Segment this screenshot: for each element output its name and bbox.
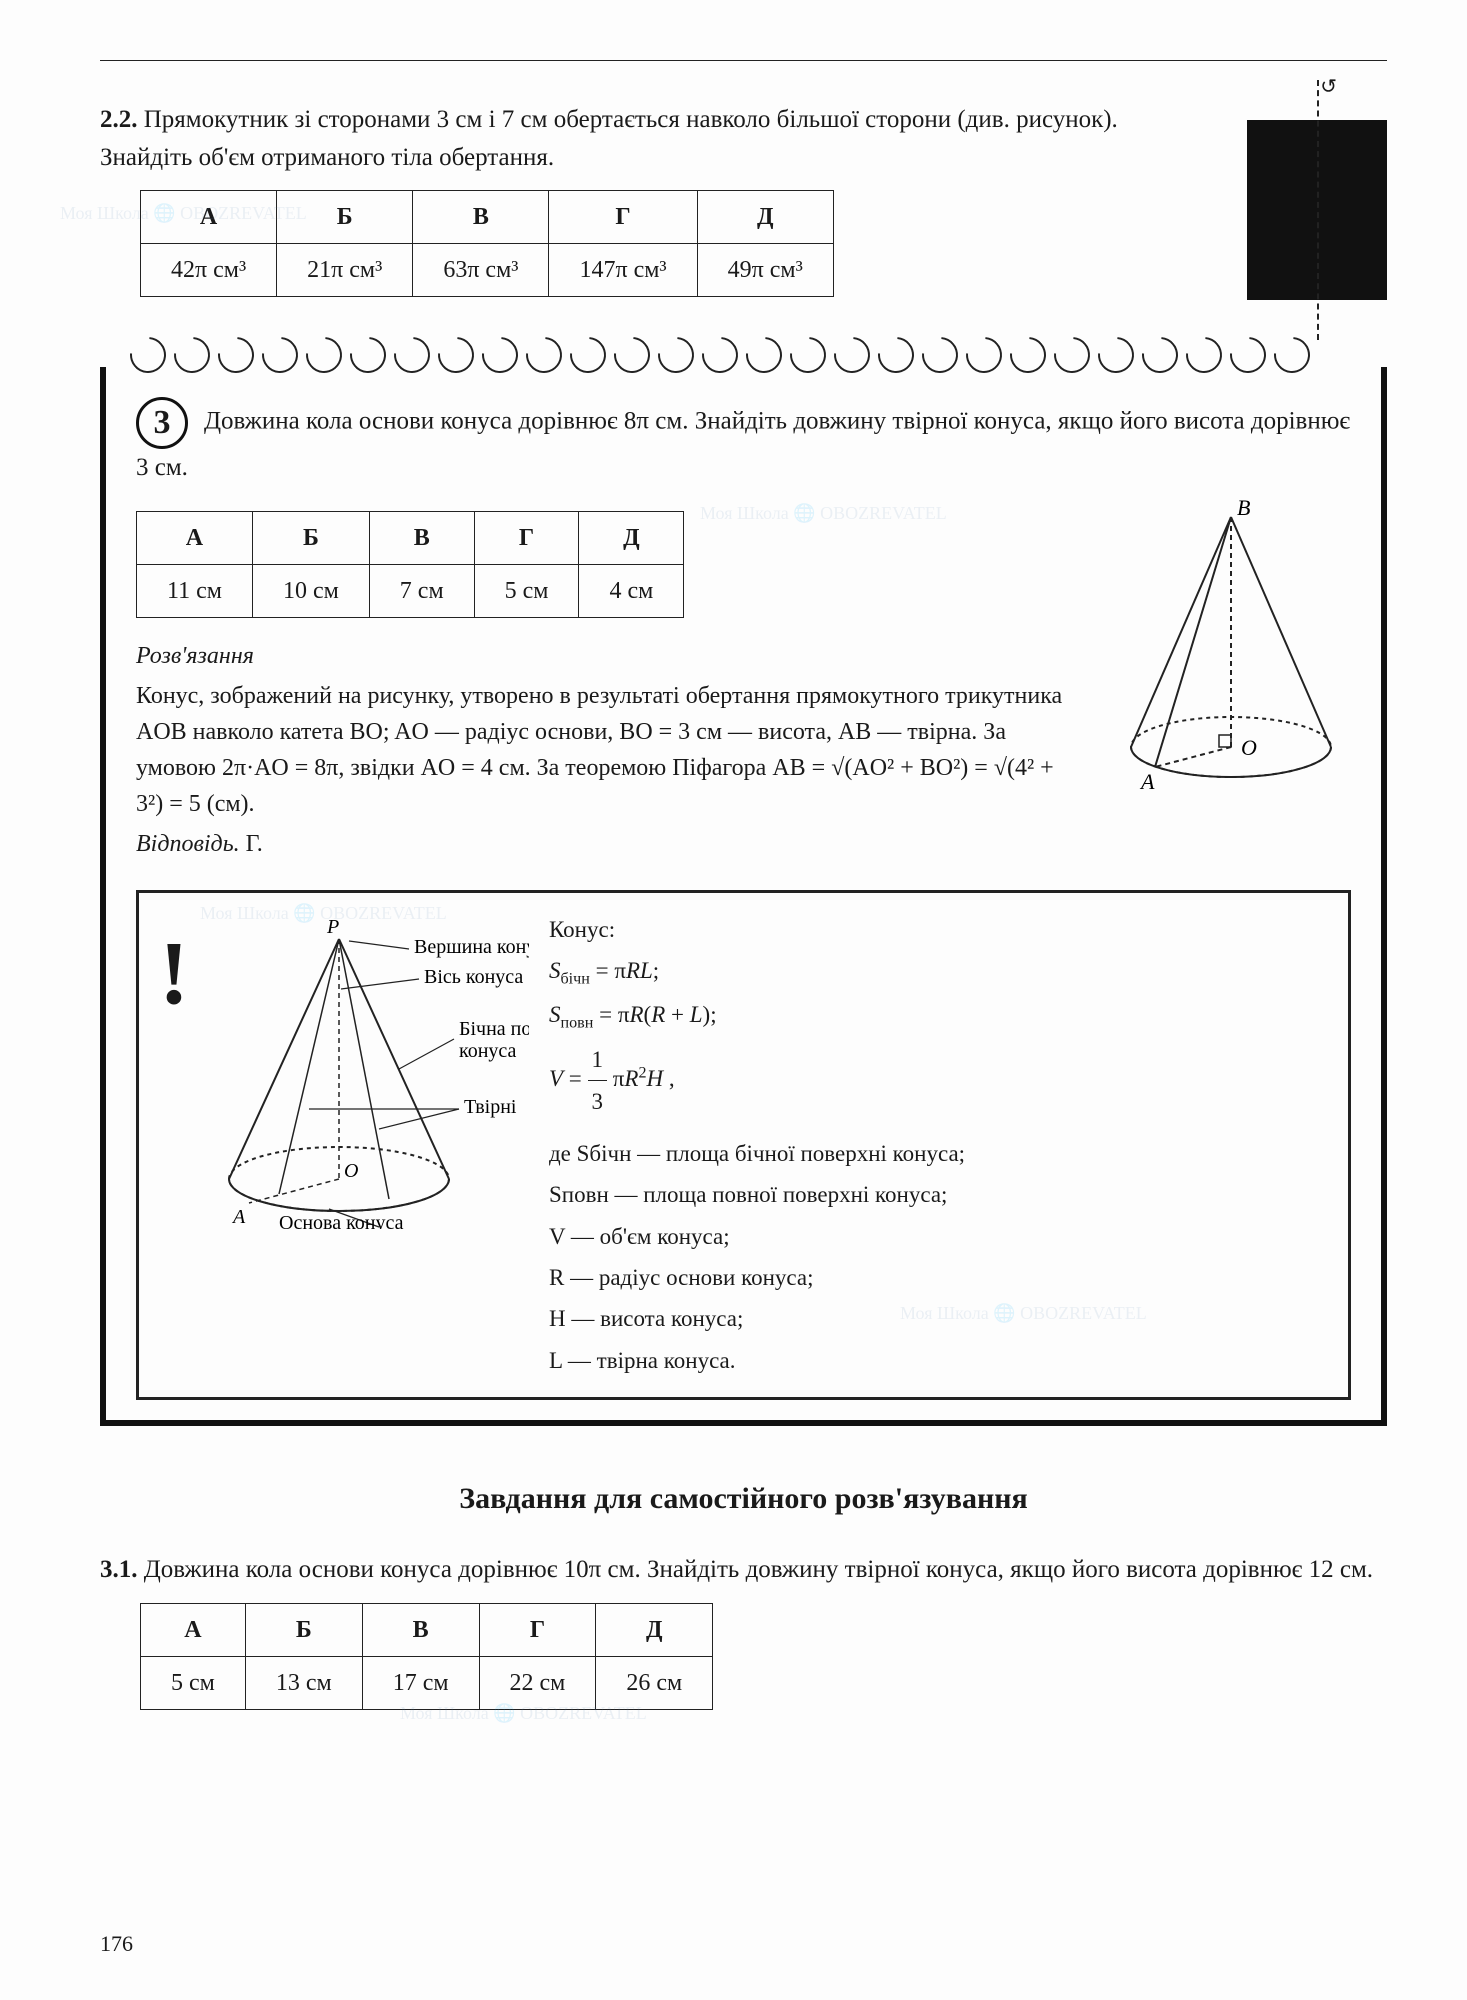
rotation-arrow-icon: ↺ [1320,72,1337,102]
cell: 49π см³ [697,244,833,297]
table-row: 5 см 13 см 17 см 22 см 26 см [141,1656,713,1709]
col-d: Д [697,191,833,244]
problem-text-body: Прямокутник зі сторонами 3 см і 7 см обе… [100,106,1118,171]
problem-number: 3.1. [100,1556,138,1583]
svg-text:A: A [231,1206,246,1228]
rotation-axis-line [1317,80,1319,340]
worked-example-box: 3 Довжина кола основи конуса дорівнює 8π… [100,367,1387,1426]
svg-text:Бічна поверхня конуса: Бічна поверхня конуса [459,1018,529,1040]
page-number: 176 [100,1927,133,1960]
svg-text:Основа конуса: Основа конуса [279,1212,404,1229]
answer-label: Відповідь. [136,831,240,857]
svg-text:конуса: конуса [459,1040,517,1062]
problem-22: 2.2. Прямокутник зі сторонами 3 см і 7 с… [100,101,1137,176]
legend-line: L — твірна конуса. [549,1340,965,1381]
col-b: Б [277,191,413,244]
problem-text-body: Довжина кола основи конуса дорівнює 10π … [144,1556,1373,1583]
solution-block: Розв'язання Конус, зображений на рисунку… [136,638,1081,862]
svg-text:O: O [1241,735,1257,760]
example-number-circle: 3 [136,397,188,449]
exclamation-icon: ! [159,909,189,1382]
problem-3-answers: А Б В Г Д 11 см 10 см 7 см 5 см 4 см [136,511,684,618]
problem-31-answers: А Б В Г Д 5 см 13 см 17 см 22 см 26 см [140,1603,713,1710]
cone-formulas: Конус: Sбічн = πRL; Sповн = πR(R + L); V… [549,909,965,1382]
problem-number: 2.2. [100,106,138,133]
legend-line: R — радіус основи конуса; [549,1257,965,1298]
problem-3-text: Довжина кола основи конуса дорівнює 8π с… [136,408,1350,481]
cone-diagram-aob: B O A [1111,497,1351,797]
formula-lateral: Sбічн = πRL; [549,950,965,995]
cell: 63π см³ [413,244,549,297]
legend-line: де Sбічн — площа бічної поверхні конуса; [549,1133,965,1174]
answer-value: Г. [246,831,263,857]
cell: 21π см³ [277,244,413,297]
top-rule [100,60,1387,61]
col-a: А [141,191,277,244]
svg-text:B: B [1237,497,1250,520]
problem-31: 3.1. Довжина кола основи конуса дорівнює… [100,1551,1387,1589]
legend-line: V — об'єм конуса; [549,1216,965,1257]
table-header-row: А Б В Г Д [141,1603,713,1656]
col-g: Г [549,191,697,244]
cell: 42π см³ [141,244,277,297]
svg-text:A: A [1139,769,1155,794]
formulas-title: Конус: [549,909,965,950]
table-header-row: А Б В Г Д [137,511,684,564]
col-v: В [413,191,549,244]
legend-line: Sповн — площа повної поверхні конуса; [549,1174,965,1215]
table-row: 11 см 10 см 7 см 5 см 4 см [137,564,684,617]
cone-labeled-diagram: P O A Вершина конуса Вісь конуса Бічна п… [209,909,529,1229]
self-work-section-title: Завдання для самостійного розв'язування [100,1476,1387,1521]
solution-title: Розв'язання [136,638,1081,674]
table-row: 42π см³ 21π см³ 63π см³ 147π см³ 49π см³ [141,244,834,297]
svg-text:Вершина конуса: Вершина конуса [414,936,529,958]
legend-line: H — висота конуса; [549,1298,965,1339]
solution-body: Конус, зображений на рисунку, утворено в… [136,678,1081,822]
table-header-row: А Б В Г Д [141,191,834,244]
formula-full: Sповн = πR(R + L); [549,994,965,1039]
problem-22-answers: А Б В Г Д 42π см³ 21π см³ 63π см³ 147π с… [140,190,834,297]
svg-text:P: P [326,916,339,938]
svg-text:Твірні: Твірні [464,1096,517,1118]
svg-text:Вісь конуса: Вісь конуса [424,966,523,988]
svg-text:O: O [344,1160,358,1182]
cell: 147π см³ [549,244,697,297]
cone-formulas-info-box: ! P O A Вершина конуса Вісь конуса Бі [136,890,1351,1401]
textbook-page: 2.2. Прямокутник зі сторонами 3 см і 7 с… [0,0,1467,2000]
formula-volume: V = 13 πR2H , [549,1039,965,1123]
